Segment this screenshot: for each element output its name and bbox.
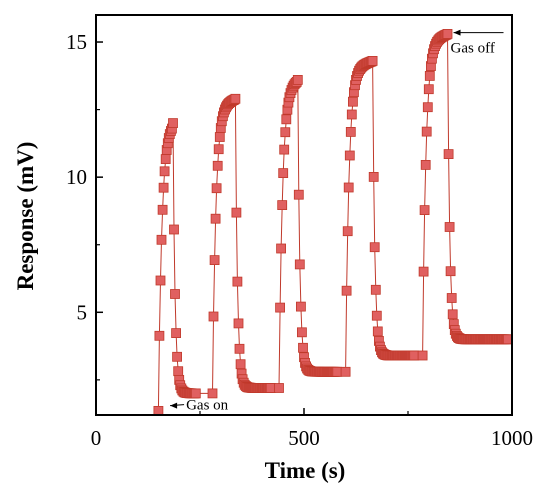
data-point — [170, 289, 180, 299]
x-axis-label: Time (s) — [265, 458, 346, 483]
data-point — [214, 132, 225, 142]
data-point — [156, 234, 167, 245]
data-point — [230, 93, 241, 104]
data-point — [281, 114, 292, 125]
data-point — [342, 226, 353, 237]
data-point — [419, 205, 430, 216]
data-point — [172, 351, 183, 362]
data-point — [370, 284, 381, 295]
data-point — [168, 118, 178, 128]
data-point — [445, 266, 456, 277]
data-point — [409, 350, 420, 361]
data-point — [169, 224, 179, 235]
gas-on-label: Gas on — [186, 398, 229, 414]
data-point — [279, 144, 290, 155]
y-tick-label: 15 — [66, 30, 87, 54]
x-tick-label: 0 — [91, 426, 102, 450]
data-point — [444, 222, 455, 232]
data-point — [293, 189, 304, 200]
y-axis-label: Response (mV) — [13, 142, 38, 291]
gas-on-arrowhead — [170, 402, 178, 409]
y-tick-label: 5 — [77, 300, 88, 324]
data-point — [159, 166, 170, 177]
tick-labels: 0 500 1000 5 10 15 — [66, 30, 533, 450]
data-point — [232, 276, 243, 287]
data-point — [158, 182, 169, 193]
data-point — [212, 160, 223, 171]
data-point — [340, 366, 351, 377]
data-point — [274, 383, 284, 393]
data-point — [231, 207, 242, 218]
data-point — [298, 342, 308, 353]
data-point — [442, 28, 453, 39]
data-point — [211, 183, 222, 194]
data-point — [157, 204, 168, 215]
data-point — [235, 359, 246, 370]
data-point — [372, 326, 383, 337]
axis-ticks — [95, 41, 513, 415]
data-point — [447, 309, 458, 320]
data-point — [294, 259, 305, 270]
data-point — [296, 327, 307, 338]
data-point — [502, 334, 513, 345]
data-point — [368, 171, 379, 182]
data-point — [276, 243, 287, 254]
x-tick-label: 1000 — [491, 426, 533, 450]
data-point — [424, 71, 435, 81]
data-point — [155, 275, 166, 286]
data-point — [275, 302, 286, 313]
data-point — [443, 149, 454, 160]
data-point — [343, 182, 354, 193]
data-point — [278, 168, 289, 179]
data-point — [345, 127, 356, 137]
data-point — [277, 200, 288, 211]
data-point — [295, 301, 306, 312]
data-point — [341, 285, 352, 296]
data-point — [420, 159, 431, 170]
data-point — [210, 213, 221, 224]
gas-off-arrowhead — [453, 29, 461, 36]
data-point — [332, 366, 343, 377]
data-point — [213, 144, 224, 155]
data-point — [418, 266, 429, 277]
data-point — [208, 311, 219, 322]
data-point — [422, 102, 433, 113]
data-point — [265, 383, 276, 393]
data-point — [173, 366, 184, 377]
data-point — [190, 388, 201, 399]
data-point — [171, 328, 182, 339]
data-point — [234, 343, 245, 354]
gas-off-label: Gas off — [451, 41, 495, 57]
data-marks — [153, 28, 513, 416]
data-point — [369, 242, 380, 253]
data-point — [344, 150, 355, 161]
data-point — [280, 127, 291, 138]
data-point — [292, 75, 303, 85]
data-point — [421, 126, 432, 137]
data-point — [209, 255, 220, 266]
data-point — [446, 293, 457, 303]
data-point — [233, 318, 244, 329]
data-point — [367, 56, 378, 66]
data-point — [207, 388, 218, 399]
data-point — [371, 310, 382, 321]
data-point — [347, 96, 358, 107]
data-point — [417, 350, 428, 361]
annotations: Gas on Gas off — [170, 29, 504, 414]
y-tick-label: 10 — [66, 165, 87, 189]
data-point — [423, 84, 434, 95]
data-point — [346, 109, 357, 120]
x-tick-label: 500 — [288, 426, 320, 450]
data-point — [154, 330, 165, 341]
data-point — [160, 154, 171, 165]
